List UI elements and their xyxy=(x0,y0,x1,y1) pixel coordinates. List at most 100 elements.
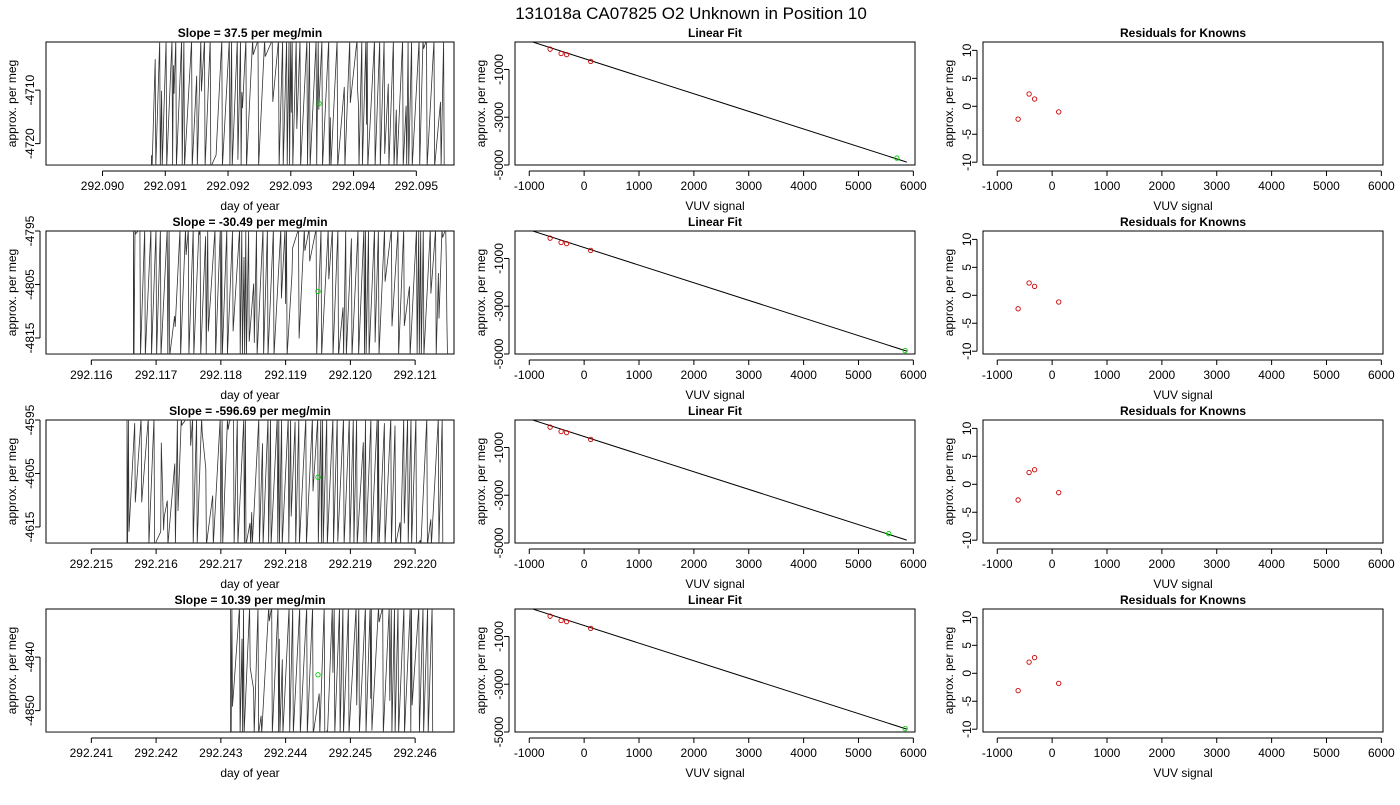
x-tick-label: 292.245 xyxy=(329,746,373,760)
x-tick-label: 4000 xyxy=(790,557,817,571)
x-axis-label: VUV signal xyxy=(685,388,744,402)
x-tick-label: 3000 xyxy=(1203,557,1230,571)
y-tick-label: -3000 xyxy=(492,291,506,322)
plot-frame xyxy=(514,230,916,355)
x-tick-label: 0 xyxy=(1049,368,1056,382)
figure-title: 131018a CA07825 O2 Unknown in Position 1… xyxy=(515,4,867,23)
residual-point xyxy=(1031,283,1038,289)
y-tick-label: -1000 xyxy=(492,621,506,652)
y-tick-label: 10 xyxy=(960,232,974,246)
y-tick-label: -10 xyxy=(960,531,974,549)
y-axis-label: approx. per meg xyxy=(474,438,488,525)
x-tick-label: 5000 xyxy=(1313,557,1340,571)
x-tick-label: 292.119 xyxy=(264,368,307,382)
known-standard-point xyxy=(547,235,553,241)
x-tick-label: 5000 xyxy=(1313,179,1340,193)
x-tick-label: 292.116 xyxy=(70,368,113,382)
signal-trace xyxy=(46,420,444,543)
x-axis: 292.215 292.216 292.217 292.218 292.219 292.2… xyxy=(70,548,437,571)
y-tick-label: -4795 xyxy=(23,215,37,246)
unknown-sample-point xyxy=(315,288,321,295)
known-standard-point xyxy=(558,239,564,246)
unknown-sample-point xyxy=(894,155,900,161)
y-tick-label: -4850 xyxy=(23,695,37,726)
y-axis: -1000 -3000 -5000 xyxy=(492,54,510,180)
panel-title: Slope = 37.5 per meg/min xyxy=(178,26,322,40)
x-tick-label: 292.216 xyxy=(134,557,178,571)
x-tick-label: 2000 xyxy=(1149,179,1176,193)
x-tick-label: 1000 xyxy=(626,179,653,193)
known-standard-point xyxy=(588,58,594,64)
x-axis: -1000 0 1000 2000 3000 4000 5000 6000 xyxy=(982,359,1395,382)
plot-area xyxy=(1015,91,1062,122)
residual-point xyxy=(1031,467,1038,473)
x-tick-label: 4000 xyxy=(1258,557,1285,571)
panel-title: Linear Fit xyxy=(688,26,742,40)
residual-point xyxy=(1056,490,1062,496)
plot-area xyxy=(1015,467,1062,503)
y-tick-label: 0 xyxy=(960,670,974,677)
plot-area xyxy=(46,609,434,732)
y-axis-label: approx. per meg xyxy=(942,60,956,147)
y-axis: -4795 -4805 -4815 xyxy=(23,215,41,353)
x-tick-label: -1000 xyxy=(982,746,1013,760)
y-axis-label: approx. per meg xyxy=(5,249,19,336)
x-axis-label: day of year xyxy=(220,577,279,591)
residual-point xyxy=(1015,116,1021,122)
signal-trace xyxy=(46,609,434,732)
x-tick-label: 292.220 xyxy=(393,557,437,571)
y-tick-label: 5 xyxy=(960,642,974,649)
x-tick-label: -1000 xyxy=(982,179,1013,193)
panel-residuals-row-4: Residuals for Knowns -1000 0 1000 2000 3000 40… xyxy=(942,593,1395,780)
y-tick-label: 10 xyxy=(960,43,974,57)
y-tick-label: 5 xyxy=(960,264,974,271)
x-tick-label: 5000 xyxy=(845,557,872,571)
x-axis: 292.090 292.091 292.092 292.093 292.094 292.0… xyxy=(81,170,438,193)
y-tick-label: -5 xyxy=(960,318,974,329)
x-tick-label: 6000 xyxy=(1368,746,1395,760)
signal-trace xyxy=(46,42,445,165)
known-standard-point xyxy=(563,619,570,625)
x-tick-label: 1000 xyxy=(626,368,653,382)
panel-title: Linear Fit xyxy=(688,593,742,607)
fit-line xyxy=(531,231,907,352)
x-tick-label: 292.243 xyxy=(199,746,243,760)
x-tick-label: 292.246 xyxy=(393,746,437,760)
plot-frame xyxy=(982,230,1384,355)
x-tick-label: 3000 xyxy=(735,746,762,760)
x-tick-label: 0 xyxy=(581,746,588,760)
y-tick-label: -5 xyxy=(960,507,974,518)
known-standard-point xyxy=(558,50,564,57)
x-tick-label: 4000 xyxy=(1258,179,1285,193)
x-axis: -1000 0 1000 2000 3000 4000 5000 6000 xyxy=(514,737,927,760)
x-axis-label: VUV signal xyxy=(685,766,744,780)
panel-title: Residuals for Knowns xyxy=(1120,404,1246,418)
unknown-sample-point xyxy=(902,348,908,354)
y-axis-label: approx. per meg xyxy=(474,249,488,336)
x-tick-label: 0 xyxy=(581,557,588,571)
panel-fit-row-2: Linear Fit -1000 0 1000 2000 3000 4000 5000 6000… xyxy=(474,215,927,402)
y-axis: -4710 -4720 xyxy=(23,74,41,159)
x-tick-label: 4000 xyxy=(790,368,817,382)
unknown-sample-point xyxy=(316,100,322,107)
panel-fit-row-3: Linear Fit -1000 0 1000 2000 3000 4000 5000 6000… xyxy=(474,404,927,591)
x-tick-label: 3000 xyxy=(735,557,762,571)
y-tick-label: 5 xyxy=(960,75,974,82)
x-tick-label: 292.091 xyxy=(144,179,188,193)
y-tick-label: -5000 xyxy=(492,338,506,369)
panel-timeseries-row-2: Slope = -30.49 per meg/min 292.116 292.117… xyxy=(5,215,455,402)
y-tick-label: 0 xyxy=(960,292,974,299)
x-tick-label: -1000 xyxy=(982,557,1013,571)
x-tick-label: 6000 xyxy=(1368,368,1395,382)
y-axis: -1000 -3000 -5000 xyxy=(492,432,510,558)
x-tick-label: 292.218 xyxy=(264,557,308,571)
plot-area xyxy=(46,420,444,543)
plot-area xyxy=(1015,280,1062,312)
y-axis-label: approx. per meg xyxy=(5,60,19,147)
y-axis-label: approx. per meg xyxy=(474,627,488,714)
x-tick-label: 292.121 xyxy=(393,368,437,382)
x-tick-label: 5000 xyxy=(845,746,872,760)
known-standard-point xyxy=(547,613,553,619)
residual-point xyxy=(1015,687,1021,694)
